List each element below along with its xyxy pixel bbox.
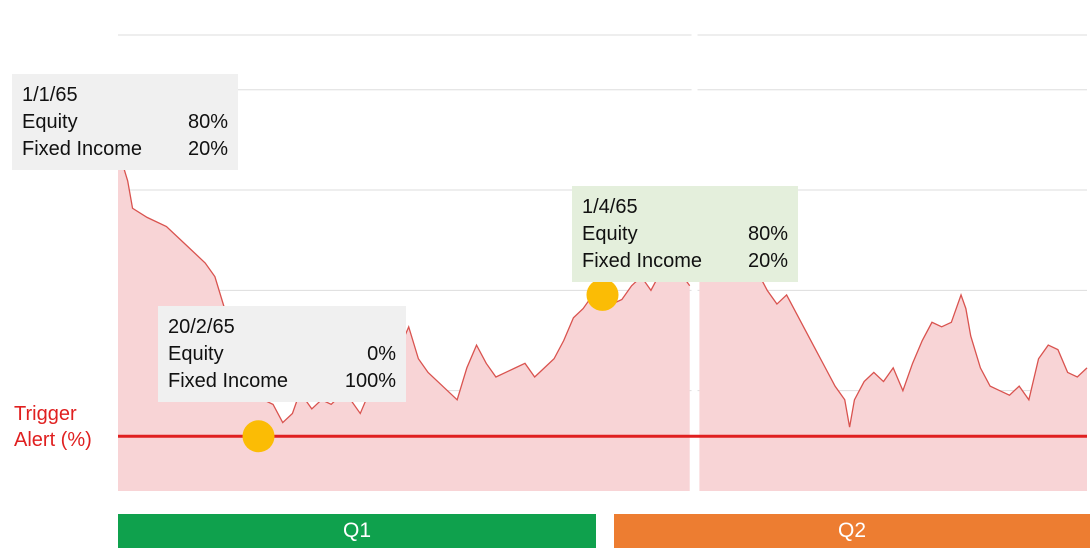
annotation-3-equity-value: 80% bbox=[747, 223, 788, 245]
period-bar-q2: Q2 bbox=[614, 514, 1090, 548]
annotation-2: 20/2/65 Equity 0% Fixed Income 100% bbox=[158, 306, 406, 402]
annotation-1-date: 1/1/65 bbox=[22, 84, 78, 106]
annotation-2-fixed-income-row: Fixed Income 100% bbox=[168, 368, 396, 395]
annotation-3-fixed-income-row: Fixed Income 20% bbox=[582, 248, 788, 275]
trigger-label-line-1: Trigger bbox=[14, 403, 77, 425]
series-1-fill bbox=[118, 149, 690, 491]
series-2-line bbox=[698, 225, 1088, 428]
trigger-alert-label: Trigger Alert (%) bbox=[14, 401, 114, 453]
annotation-2-fixed-income-value: 100% bbox=[344, 370, 396, 392]
annotation-2-equity-row: Equity 0% bbox=[168, 341, 396, 368]
annotation-2-equity-value: 0% bbox=[367, 343, 396, 365]
annotation-1-equity-row: Equity 80% bbox=[22, 109, 228, 136]
annotation-1: 1/1/65 Equity 80% Fixed Income 20% bbox=[12, 74, 238, 170]
annotation-3-equity-row: Equity 80% bbox=[582, 221, 788, 248]
annotation-2-marker bbox=[242, 420, 275, 453]
annotation-3-fixed-income-value: 20% bbox=[747, 250, 788, 272]
annotation-2-equity-label: Equity bbox=[168, 343, 224, 365]
trigger-label-line-2: Alert (%) bbox=[14, 429, 92, 451]
annotation-1-equity-label: Equity bbox=[22, 111, 78, 133]
annotation-2-fixed-income-label: Fixed Income bbox=[168, 370, 289, 392]
annotation-1-equity-value: 80% bbox=[187, 111, 228, 133]
annotation-1-fixed-income-value: 20% bbox=[187, 138, 228, 160]
annotation-1-fixed-income-row: Fixed Income 20% bbox=[22, 136, 228, 163]
annotation-3-equity-label: Equity bbox=[582, 223, 638, 245]
series-2-fill bbox=[699, 226, 1087, 491]
annotation-3: 1/4/65 Equity 80% Fixed Income 20% bbox=[572, 186, 798, 282]
annotation-1-fixed-income-label: Fixed Income bbox=[22, 138, 143, 160]
annotation-2-date: 20/2/65 bbox=[168, 316, 235, 338]
annotation-3-marker bbox=[586, 278, 619, 311]
period-bar-q1: Q1 bbox=[118, 514, 596, 548]
annotation-3-date: 1/4/65 bbox=[582, 196, 638, 218]
annotation-3-fixed-income-label: Fixed Income bbox=[582, 250, 703, 272]
